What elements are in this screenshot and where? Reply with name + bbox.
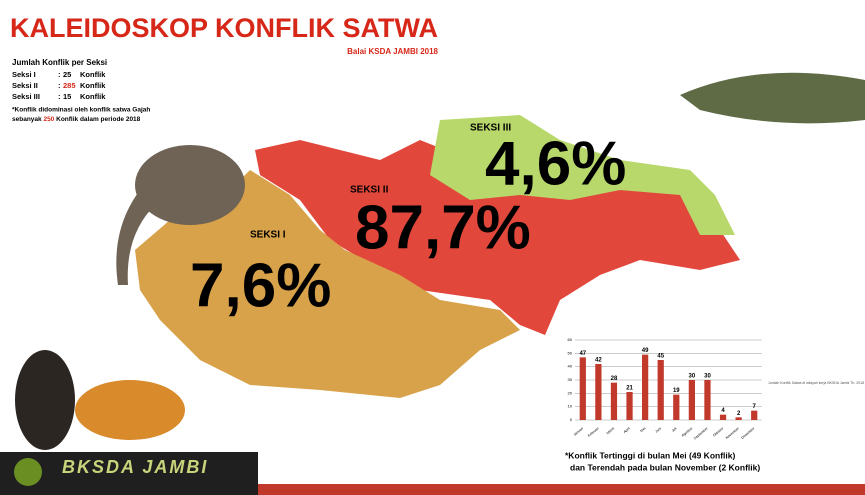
y-tick-label: 40 [568,364,573,369]
y-tick-label: 30 [568,377,573,382]
data-label: 30 [704,374,711,380]
bar [642,354,649,420]
bar [688,380,695,420]
x-tick-label: Juli [671,426,678,433]
x-tick-label: Oktober [712,426,725,438]
footer [0,452,258,495]
data-label: 42 [595,358,602,364]
x-tick-label: Agustus [681,426,693,437]
note: *Konflik didominasi oleh konflik satwa G… [12,107,150,114]
data-label: 19 [673,388,680,394]
region-seksi-1 [135,170,520,398]
x-tick-label: Maret [606,426,615,435]
x-tick-label: April [623,426,631,434]
data-label: 4 [721,408,725,414]
logo-text: BKSDA JAMBI [62,457,208,477]
bar [610,382,618,420]
elephant-trunk [116,190,155,285]
data-label: 21 [626,386,633,392]
footer-stripe [255,484,865,495]
row-unit: Konflik [80,92,106,101]
bar [673,394,680,420]
x-tick-label: Juni [654,426,662,433]
crocodile [680,72,865,124]
row-count: 25 [63,70,71,79]
bar [579,357,586,420]
row-count: 285 [63,81,76,90]
row-count: 15 [63,92,71,101]
data-label: 49 [642,348,649,354]
tiger [75,380,185,440]
y-tick-label: 60 [568,337,573,342]
y-tick-label: 10 [568,404,573,409]
bear [15,350,75,450]
x-tick-label: September [693,426,709,441]
row-label: Seksi I [12,70,36,79]
bar [735,417,742,420]
section-name: SEKSI III [470,123,511,134]
y-tick-label: 20 [568,390,573,395]
row-unit: Konflik [80,70,106,79]
y-tick-label: 50 [568,350,573,355]
section-name: SEKSI I [250,230,286,241]
section-name: SEKSI II [350,185,389,196]
summary-heading: Jumlah Konflik per Seksi [12,58,107,67]
row-sep: : [58,81,61,90]
x-tick-label: Januari [573,426,585,437]
row-unit: Konflik [80,81,106,90]
logo-icon [14,458,42,486]
footnote: *Konflik Tertinggi di bulan Mei (49 Konf… [565,450,735,460]
section-share: 7,6% [190,251,331,320]
x-tick-label: Februari [587,426,600,438]
region-seksi-3 [430,115,735,235]
y-tick-label: 0 [570,417,573,422]
bar [751,410,758,420]
bar [626,392,633,420]
subtitle: Balai KSDA JAMBI 2018 [347,47,438,56]
footnote: dan Terendah pada bulan November (2 Konf… [570,462,760,472]
data-label: 45 [657,354,664,360]
bar [704,380,711,420]
title: KALEIDOSKOP KONFLIK SATWA [10,13,438,43]
x-tick-label: Mei [639,426,646,433]
x-tick-label: Desember [740,426,756,440]
bar [595,364,602,420]
section-share: 4,6% [485,129,626,198]
data-label: 30 [689,374,696,380]
row-label: Seksi II [12,81,38,90]
note-number: 250 [43,116,54,123]
row-label: Seksi III [12,92,40,101]
data-label: 47 [579,351,586,357]
row-sep: : [58,92,61,101]
note-text: Konflik dalam periode 2018 [56,116,141,123]
bar [657,360,664,420]
chart-legend: Jumlah Konflik Satwa di wilayah kerja BK… [768,381,864,385]
x-tick-label: November [725,426,741,440]
bar-chart: 010203040506047Januari42Februari28Maret2… [568,337,762,440]
row-sep: : [58,70,61,79]
bar [719,414,727,420]
data-label: 28 [611,376,618,382]
data-label: 2 [737,411,741,417]
note-text: sebanyak [12,116,42,123]
elephant [135,145,245,225]
data-label: 7 [753,404,757,410]
section-share: 87,7% [355,193,531,262]
note: sebanyak 250 Konflik dalam periode 2018 [12,116,141,123]
